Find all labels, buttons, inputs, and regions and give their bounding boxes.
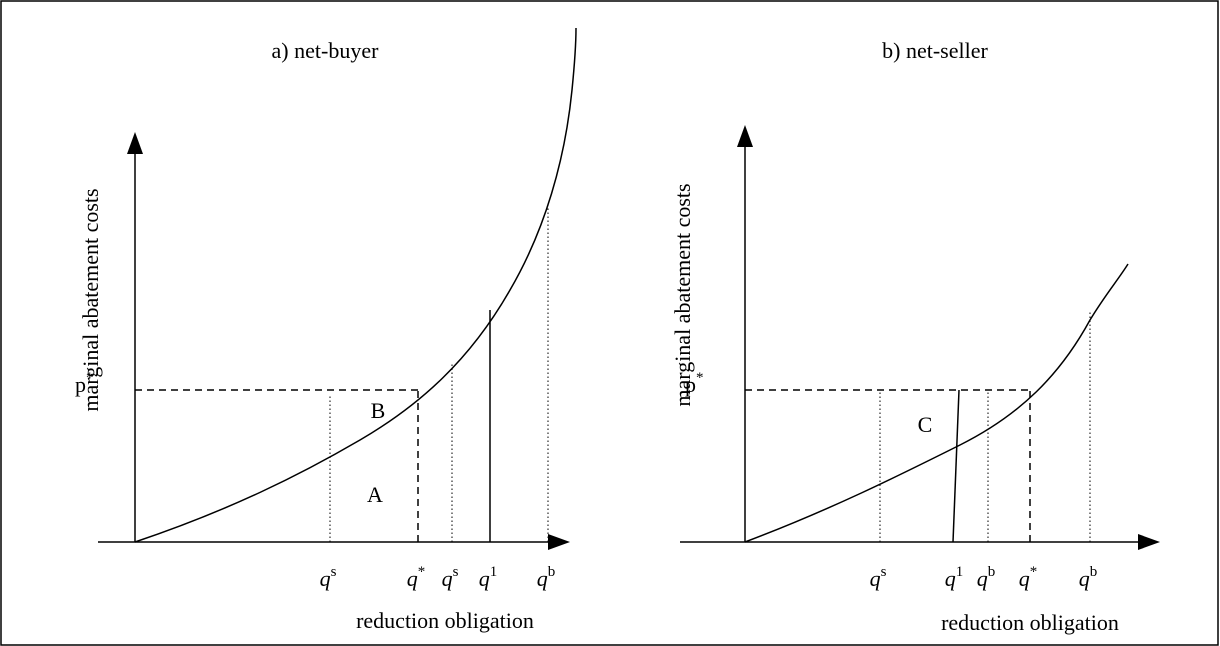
- cost-curve: [134, 27, 577, 543]
- label: q1: [945, 564, 964, 591]
- label-base: q: [977, 566, 988, 591]
- label-sup: b: [548, 564, 556, 580]
- label: p*: [75, 370, 94, 397]
- label-sup: s: [331, 564, 337, 580]
- label: qb: [977, 564, 996, 591]
- label: qb: [1079, 564, 1098, 591]
- cost-curve: [744, 263, 1129, 543]
- label-base: q: [1019, 566, 1030, 591]
- region-label: A: [367, 482, 383, 507]
- region-label: C: [918, 412, 933, 437]
- label: p*: [685, 370, 704, 397]
- label-sup: *: [86, 370, 94, 386]
- label: qs: [870, 564, 887, 591]
- label-base: q: [870, 566, 881, 591]
- region-label: B: [371, 398, 386, 423]
- label-base: q: [442, 566, 453, 591]
- label-sup: b: [1090, 564, 1098, 580]
- y-axis-label: marginal abatement costs: [670, 183, 695, 406]
- panel-title: b) net-seller: [882, 38, 988, 63]
- label-sup: *: [696, 370, 704, 386]
- label-base: p: [75, 372, 86, 397]
- x-arrow: [548, 534, 570, 550]
- label: q1: [479, 564, 498, 591]
- label: q*: [1019, 564, 1038, 591]
- label-base: q: [479, 566, 490, 591]
- label: qb: [537, 564, 556, 591]
- panel-title: a) net-buyer: [272, 38, 380, 63]
- y-arrow: [127, 132, 143, 154]
- label: q*: [407, 564, 426, 591]
- label-base: q: [407, 566, 418, 591]
- label-base: p: [685, 372, 696, 397]
- q-line: [952, 389, 960, 543]
- label-sup: b: [988, 564, 996, 580]
- label: qs: [320, 564, 337, 591]
- label-base: q: [537, 566, 548, 591]
- label-base: q: [320, 566, 331, 591]
- x-axis-label: reduction obligation: [356, 608, 534, 633]
- y-axis-label: marginal abatement costs: [78, 188, 103, 411]
- x-arrow: [1138, 534, 1160, 550]
- label-sup: *: [1030, 564, 1038, 580]
- y-arrow: [737, 125, 753, 147]
- label-base: q: [1079, 566, 1090, 591]
- x-axis-label: reduction obligation: [941, 610, 1119, 635]
- label: qs: [442, 564, 459, 591]
- label-sup: *: [418, 564, 426, 580]
- label-sup: 1: [956, 564, 964, 580]
- label-base: q: [945, 566, 956, 591]
- label-sup: s: [881, 564, 887, 580]
- label-sup: 1: [490, 564, 498, 580]
- label-sup: s: [453, 564, 459, 580]
